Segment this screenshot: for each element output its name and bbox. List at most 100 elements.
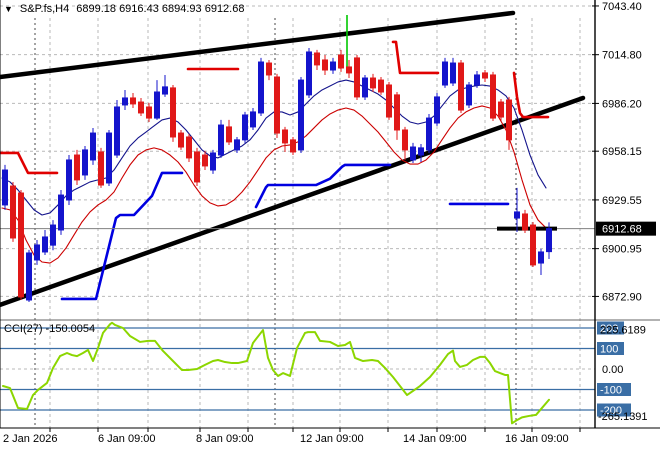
candle-body <box>18 192 24 298</box>
candle-body <box>546 228 552 253</box>
candle-body <box>538 251 544 264</box>
resistance-step-line <box>512 71 550 119</box>
symbol-dropdown-icon[interactable]: ▼ <box>4 3 13 14</box>
candle-body <box>394 94 400 131</box>
candle-body <box>210 152 216 171</box>
candle-body <box>162 86 168 95</box>
candle-body <box>346 66 352 74</box>
candle-body <box>50 224 56 246</box>
price-axis-label: 7014.80 <box>602 50 642 62</box>
upper-channel-trendline[interactable] <box>0 10 516 80</box>
candle-body <box>402 129 408 151</box>
ma-slow-line <box>1 105 547 264</box>
candle-body <box>26 252 32 301</box>
candle-body <box>314 52 320 66</box>
candle-body <box>506 99 512 141</box>
candle-body <box>106 132 112 184</box>
candle-body <box>434 96 440 124</box>
candle-body <box>386 84 392 118</box>
candle-body <box>442 61 448 86</box>
cci-zero-label: 0.00 <box>602 364 623 376</box>
candle-body <box>186 136 192 159</box>
candle-body <box>306 51 312 96</box>
candle-body <box>218 124 224 156</box>
candle-body <box>322 59 328 71</box>
candle-body <box>490 74 496 119</box>
candle-body <box>338 54 344 69</box>
candle-body <box>298 79 304 151</box>
candle-body <box>234 139 240 151</box>
candle-body <box>146 106 152 119</box>
price-axis-label: 6929.55 <box>602 195 642 207</box>
chart-title-bar: ▼ S&P.fs,H4 6899.18 6916.43 6894.93 6912… <box>4 3 244 15</box>
candle-body <box>74 154 80 181</box>
candle-body <box>226 126 232 143</box>
candle-body <box>514 211 520 219</box>
cci-level-badge-label: 100 <box>600 344 618 356</box>
candle-body <box>418 147 424 156</box>
resistance-step-line <box>0 151 59 175</box>
current-price-badge <box>596 221 656 236</box>
candle-body <box>466 84 472 106</box>
candle-body <box>58 194 64 231</box>
candle-body <box>154 91 160 119</box>
candle-body <box>378 79 384 93</box>
time-axis-label: 16 Jan 09:00 <box>505 433 569 445</box>
candle-body <box>82 149 88 176</box>
symbol-period-label: S&P.fs,H4 <box>19 3 70 15</box>
candle-body <box>98 151 104 186</box>
support-step-line <box>254 163 392 209</box>
price-axis-label: 6872.90 <box>602 291 642 303</box>
candlesticks[interactable] <box>2 48 552 303</box>
candle-body <box>474 74 480 86</box>
candle-body <box>90 132 96 161</box>
candle-body <box>114 106 120 156</box>
candle-body <box>122 97 128 106</box>
cci-min-label: -265.1391 <box>598 411 648 423</box>
candle-body <box>202 154 208 167</box>
candle-body <box>138 101 144 114</box>
time-axis-label: 6 Jan 09:00 <box>98 433 156 445</box>
candle-body <box>498 101 504 118</box>
cci-max-label: 225.6189 <box>600 325 646 337</box>
candle-body <box>258 61 264 114</box>
candle-body <box>274 76 280 134</box>
cci-level-badge <box>597 383 631 396</box>
candle-body <box>290 139 296 153</box>
candle-body <box>130 97 136 105</box>
candle-body <box>450 62 456 84</box>
price-axis-label: 7043.40 <box>602 1 642 13</box>
support-step-line <box>60 171 184 301</box>
cci-level-badge-label: 200 <box>600 323 618 335</box>
price-axis-label: 6900.95 <box>602 244 642 256</box>
candle-body <box>330 61 336 71</box>
candle-body <box>194 151 200 183</box>
price-axis-label: 6986.20 <box>602 98 642 110</box>
candle-body <box>170 87 176 138</box>
candle-body <box>530 224 536 266</box>
cci-level-badge-label: -200 <box>600 405 622 417</box>
candle-body <box>2 169 8 206</box>
candle-body <box>426 117 432 151</box>
candle-body <box>250 111 256 128</box>
cci-indicator-label: CCI(27) -150.0054 <box>4 323 96 335</box>
price-axis-label: 6958.15 <box>602 146 642 158</box>
lower-channel-trendline[interactable] <box>0 95 586 308</box>
cci-level-badge-label: -100 <box>600 385 622 397</box>
candle-body <box>362 77 368 98</box>
candle-body <box>66 159 72 201</box>
candle-body <box>266 62 272 76</box>
candle-body <box>354 57 360 98</box>
cci-level-badge <box>597 403 631 417</box>
time-axis-label: 14 Jan 09:00 <box>403 433 467 445</box>
cci-series-line <box>2 321 550 425</box>
candle-body <box>178 132 184 148</box>
time-axis-label: 2 Jan 2026 <box>3 433 57 445</box>
candle-body <box>34 244 40 261</box>
candle-body <box>242 114 248 141</box>
candle-body <box>10 185 16 239</box>
candle-body <box>370 77 376 89</box>
ohlc-values: 6899.18 6916.43 6894.93 6912.68 <box>76 3 245 15</box>
